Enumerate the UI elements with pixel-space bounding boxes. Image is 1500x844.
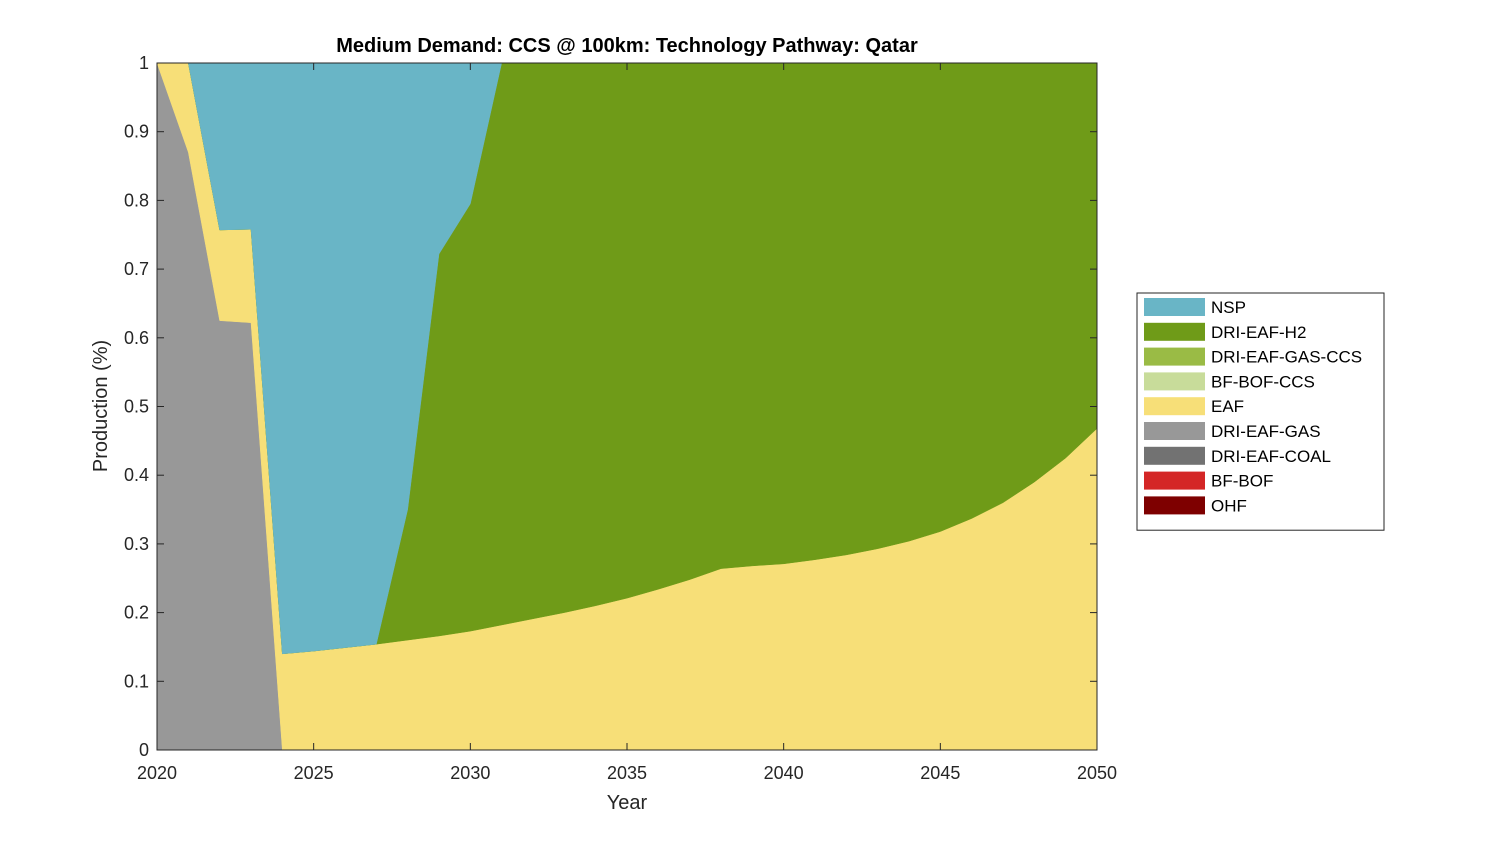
legend-swatch-dri-eaf-h2 [1144, 322, 1205, 341]
legend-label-dri-eaf-h2: DRI-EAF-H2 [1211, 323, 1306, 342]
legend-label-bf-bof: BF-BOF [1211, 472, 1273, 491]
legend-swatch-bf-bof-ccs [1144, 372, 1205, 391]
y-tick-label: 0.4 [124, 465, 149, 485]
x-tick-label: 2050 [1077, 763, 1117, 783]
legend-swatch-dri-eaf-coal [1144, 446, 1205, 465]
chart-axes: 2020 2025 2030 2035 2040 2045 2050 0 0.1 0.2 0.3 0.… [124, 53, 1117, 783]
x-tick-label: 2025 [294, 763, 334, 783]
legend-swatch-dri-eaf-gas-ccs [1144, 347, 1205, 366]
chart-areas [156, 62, 1098, 751]
y-tick-label: 0 [139, 740, 149, 760]
legend-label-ohf: OHF [1211, 496, 1247, 515]
y-tick-label: 0.2 [124, 603, 149, 623]
y-tick-label: 0.6 [124, 328, 149, 348]
legend-label-dri-eaf-gas-ccs: DRI-EAF-GAS-CCS [1211, 348, 1362, 367]
y-tick-label: 0.1 [124, 671, 149, 691]
chart-title: Medium Demand: CCS @ 100km: Technology P… [336, 35, 918, 57]
legend-label-dri-eaf-coal: DRI-EAF-COAL [1211, 447, 1331, 466]
y-tick-label: 0.8 [124, 190, 149, 210]
legend-label-nsp: NSP [1211, 298, 1246, 317]
y-axis-label: Production (%) [90, 340, 112, 472]
y-tick-label: 1 [139, 53, 149, 73]
chart-legend: NSP DRI-EAF-H2 DRI-EAF-GAS-CCS BF-BOF-CCS EA… [1136, 292, 1385, 531]
legend-label-eaf: EAF [1211, 397, 1244, 416]
y-tick-label: 0.9 [124, 122, 149, 142]
legend-swatch-nsp [1144, 298, 1205, 316]
legend-swatch-dri-eaf-gas [1144, 422, 1205, 440]
y-tick-label: 0.7 [124, 259, 149, 279]
x-tick-label: 2035 [607, 763, 647, 783]
legend-swatch-eaf [1144, 397, 1205, 416]
legend-swatch-bf-bof [1144, 471, 1205, 490]
y-tick-label: 0.5 [124, 397, 149, 417]
legend-label-dri-eaf-gas: DRI-EAF-GAS [1211, 422, 1321, 441]
legend-label-bf-bof-ccs: BF-BOF-CCS [1211, 372, 1315, 391]
x-tick-label: 2030 [450, 763, 490, 783]
x-tick-label: 2020 [137, 763, 177, 783]
y-tick-label: 0.3 [124, 534, 149, 554]
x-tick-label: 2045 [920, 763, 960, 783]
x-axis-label: Year [607, 792, 648, 814]
legend-swatch-ohf [1144, 496, 1205, 515]
x-tick-label: 2040 [764, 763, 804, 783]
